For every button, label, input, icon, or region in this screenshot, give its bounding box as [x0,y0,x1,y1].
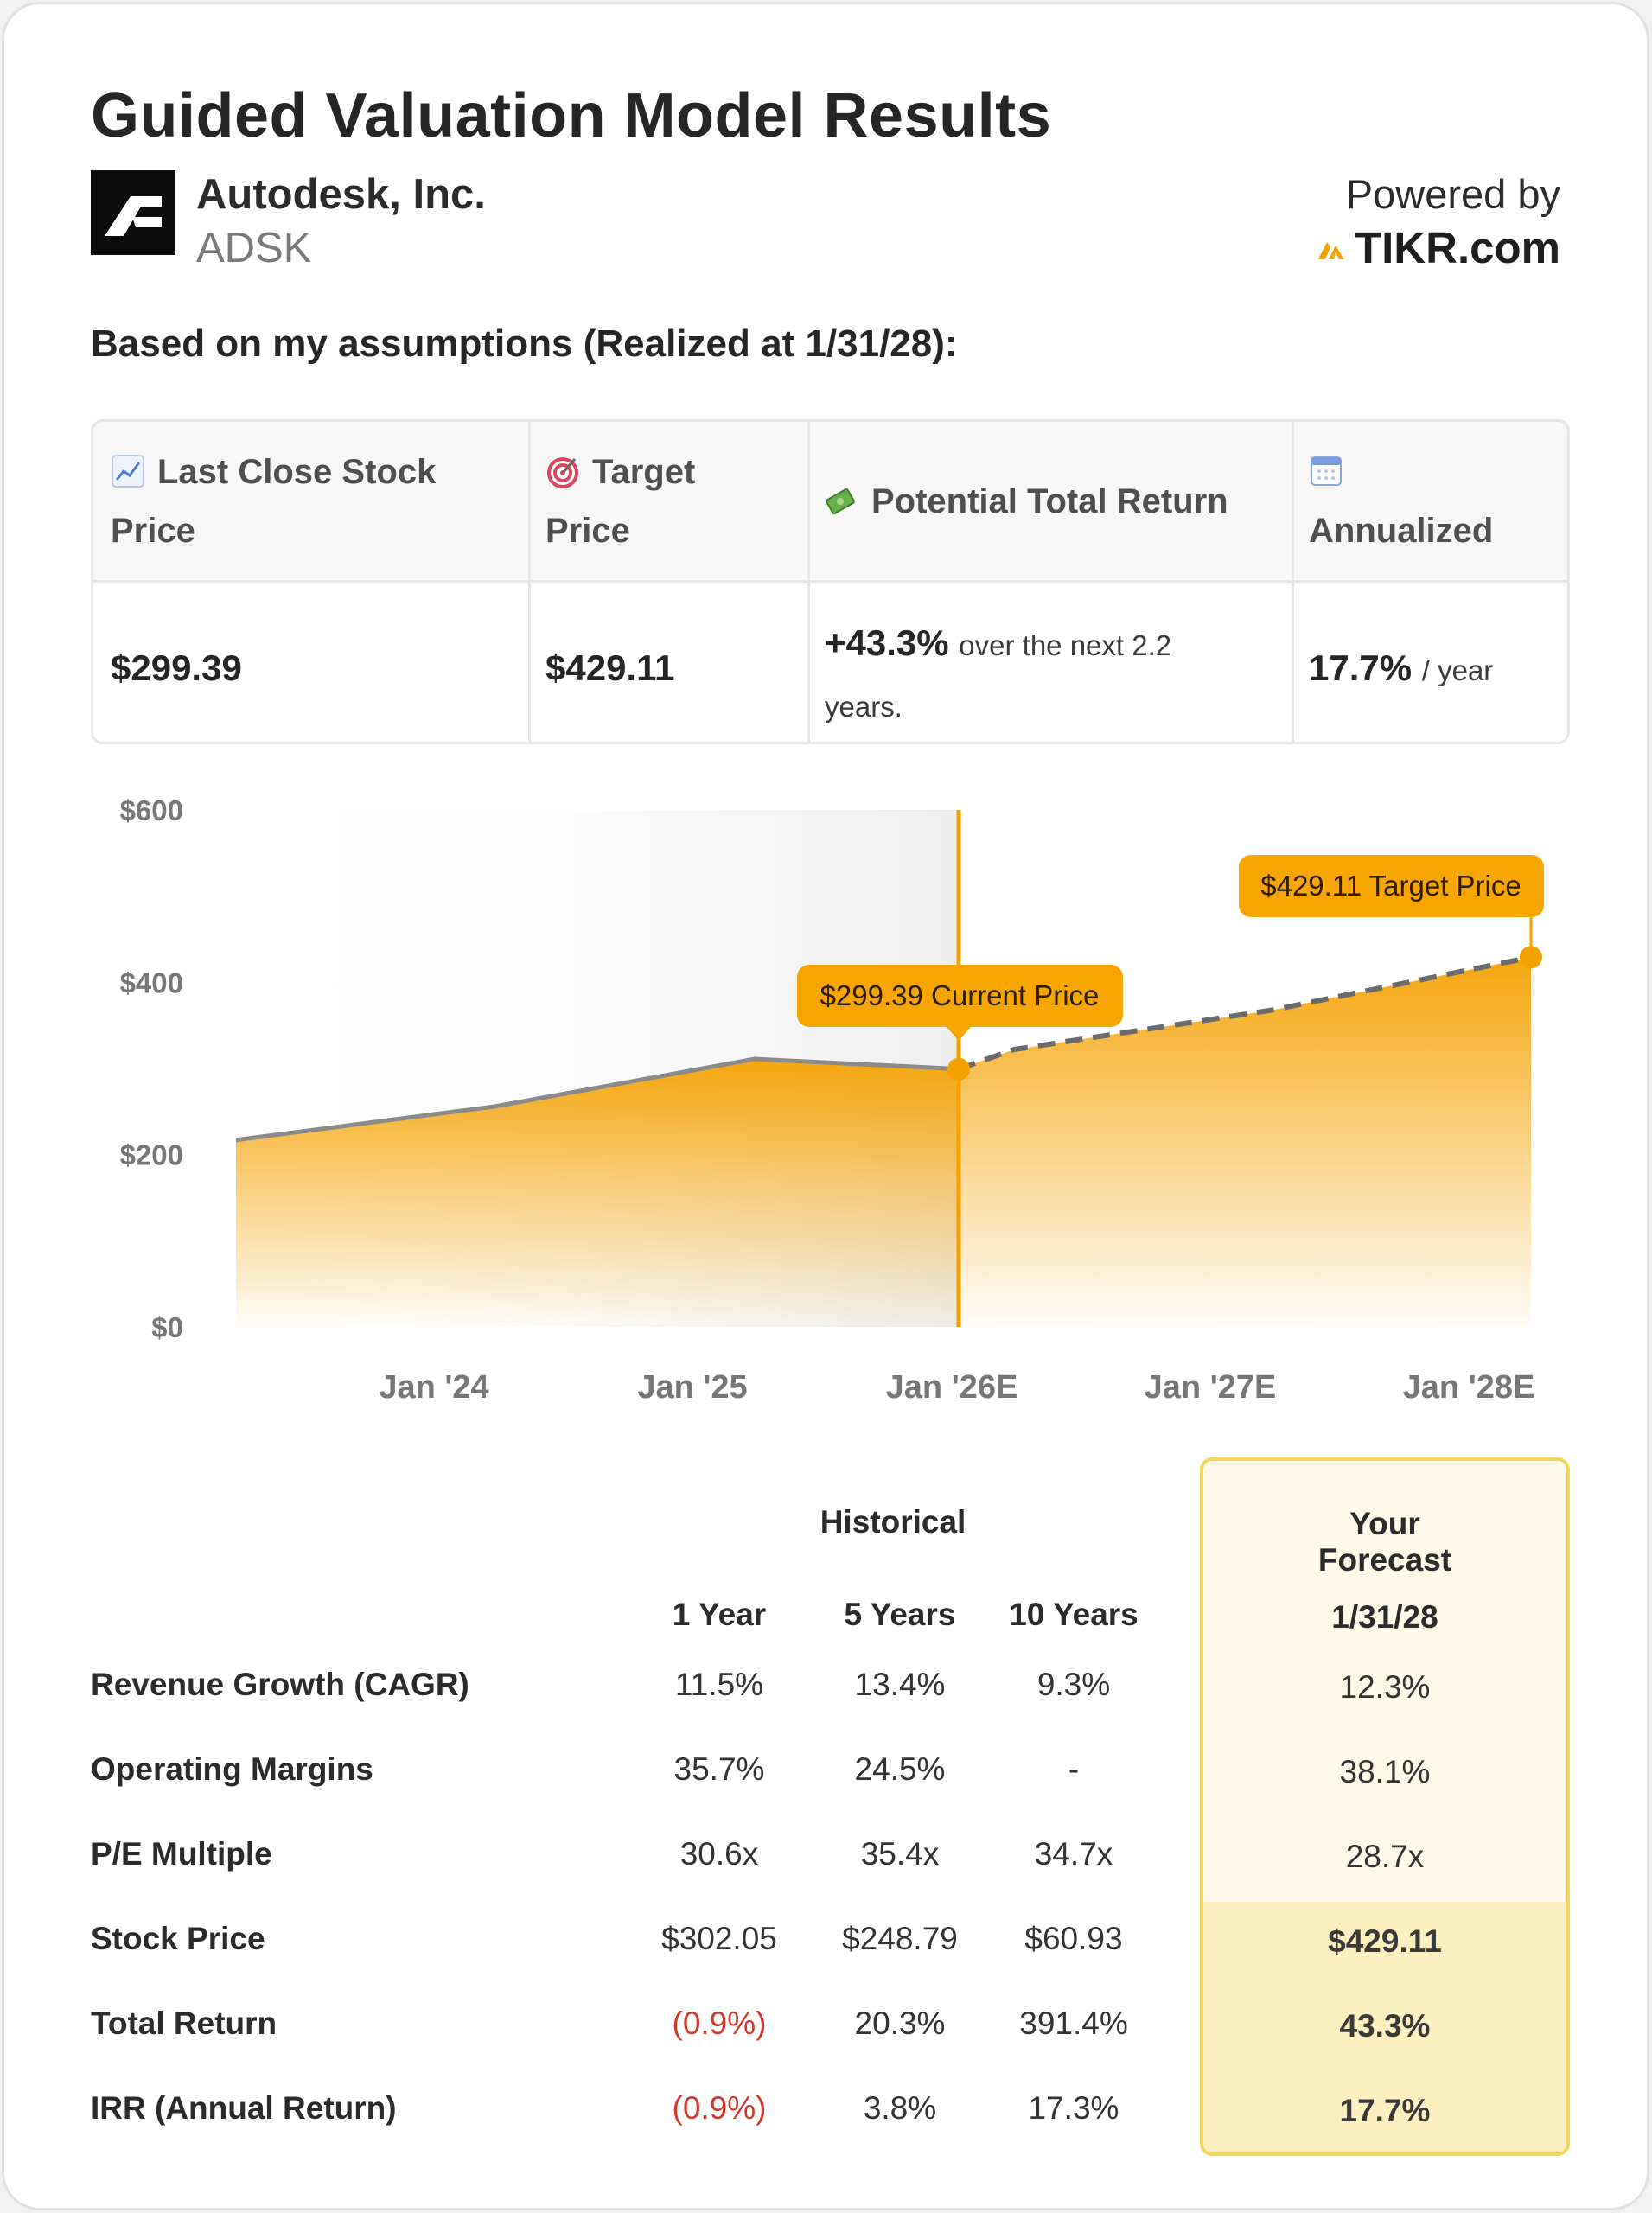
money-icon [825,477,859,515]
cell: 391.4% [1019,2006,1128,2041]
forecast-cell: 28.7x [1345,1839,1425,1874]
potential-return-value: +43.3% over the next 2.2 years. [825,622,1172,723]
y-tick-label: $0 [151,1311,183,1343]
target-price-value: $429.11 [545,647,675,688]
chart-up-icon [111,448,145,488]
header-potential-return: Potential Total Return [825,472,1228,531]
cell: 13.4% [854,1667,946,1702]
col-1-year: 1 Year [672,1597,767,1632]
forecast-line [958,954,1532,1072]
page-title: Guided Valuation Model Results [91,81,1052,150]
calendar-icon [1309,448,1343,486]
col-5-years: 5 Years [844,1597,956,1632]
cell: 3.8% [863,2090,937,2126]
current-price-label: $299.39 Current Price [820,979,1100,1011]
cell: 17.3% [1028,2090,1119,2126]
x-tick-label: Jan '26E [886,1369,1018,1406]
row-label: Revenue Growth (CAGR) [91,1667,469,1702]
cell: 30.6x [679,1836,759,1872]
forecast-cell: 38.1% [1339,1754,1431,1789]
powered-by-text: Powered by [1345,171,1560,217]
target-icon [545,448,580,488]
row-label: P/E Multiple [91,1836,272,1872]
historical-line [235,1056,960,1143]
forecast-cell: 43.3% [1339,2008,1431,2044]
cell-negative: (0.9%) [672,2090,767,2126]
brand-link[interactable]: TIKR.com [1317,222,1560,273]
cell: 35.7% [673,1751,765,1787]
row-label: Operating Margins [91,1751,373,1787]
cell: 11.5% [674,1667,764,1702]
autodesk-logo [91,170,175,255]
cell: 34.7x [1034,1836,1113,1872]
company-name: Autodesk, Inc. [196,171,486,218]
x-tick-label: Jan '27E [1145,1369,1277,1406]
forecast-highlight [1203,1902,1566,2152]
assumptions-subtitle: Based on my assumptions (Realized at 1/3… [91,322,958,365]
x-tick-label: Jan '24 [379,1369,488,1406]
column-divider [807,422,810,742]
row-label: Total Return [91,2006,277,2041]
column-divider [1292,422,1294,742]
y-tick-label: $400 [120,966,183,998]
cell-negative: (0.9%) [672,2006,767,2041]
target-price-label: $429.11 Target Price [1260,870,1521,902]
price-chart: $0 $200 $400 $600 Jan '24 Jan '25 Jan '26E Jan… [120,794,1544,1406]
cell: 35.4x [860,1836,940,1872]
current-price-point[interactable] [947,1057,970,1081]
cell: $248.79 [842,1921,958,1956]
cell: $60.93 [1024,1921,1123,1956]
ticker-symbol: ADSK [196,225,312,271]
row-label: IRR (Annual Return) [91,2090,397,2126]
header-annualized: Annualized [1309,443,1493,560]
col-forecast-date: 1/31/28 [1331,1599,1438,1635]
historical-area [236,1059,959,1327]
y-tick-label: $600 [120,794,183,826]
current-price-tooltip: $299.39 Current Price [797,965,1123,1041]
forecast-column [1200,1457,1570,2156]
col-10-years: 10 Years [1009,1597,1139,1632]
cell: 20.3% [854,2006,946,2041]
y-tick-label: $200 [120,1139,183,1171]
forecast-area [959,957,1531,1327]
historical-header: Historical [820,1504,966,1540]
brand-name: TIKR.com [1354,223,1560,272]
row-label: Stock Price [91,1921,265,1956]
target-price-point[interactable] [1520,946,1542,969]
header-last-close: Last Close Stock Price [111,443,436,560]
forecast-cell: $429.11 [1328,1923,1442,1959]
cell: 9.3% [1036,1667,1111,1702]
cell: $302.05 [661,1921,777,1956]
summary-table: Last Close Stock Price Target Price Pote… [91,419,1570,744]
cell: - [1068,1751,1080,1787]
column-divider [528,422,531,742]
forecast-cell: 12.3% [1339,1669,1431,1705]
last-close-value: $299.39 [111,647,242,688]
cell: 24.5% [854,1751,946,1787]
header-target-price: Target Price [545,443,695,560]
x-tick-label: Jan '28E [1403,1369,1535,1406]
target-price-tooltip: $429.11 Target Price [1239,855,1544,917]
annualized-value: 17.7% / year [1309,647,1494,688]
forecast-header: Your Forecast [1317,1506,1452,1578]
forecast-cell: 17.7% [1339,2093,1431,2128]
x-tick-label: Jan '25 [637,1369,747,1406]
tikr-logo-icon [1317,241,1344,259]
